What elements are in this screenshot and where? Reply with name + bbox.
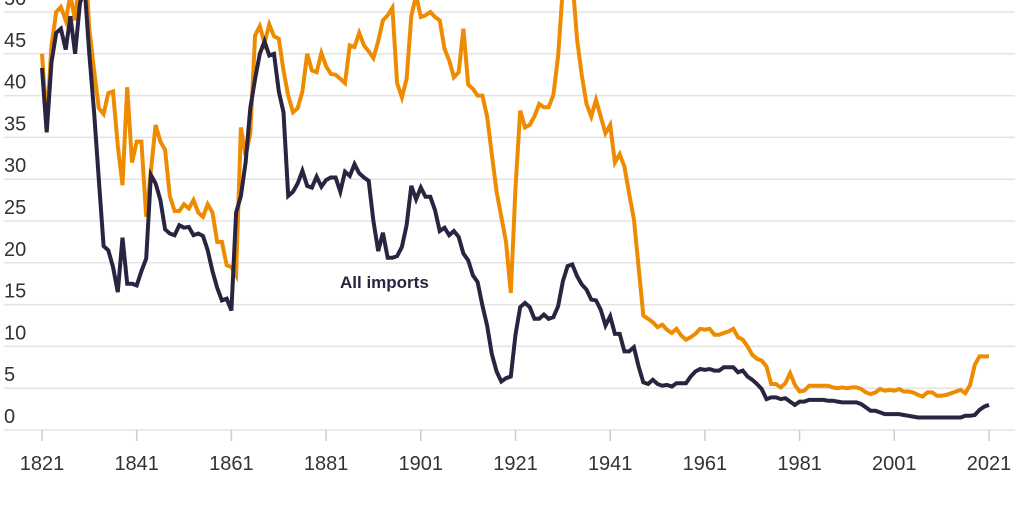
series-lines [40, 0, 990, 420]
x-tick-label: 1921 [493, 453, 538, 475]
x-tick-label: 1981 [777, 453, 822, 475]
y-tick-label: 30 [4, 155, 26, 177]
y-tick-label: 25 [4, 197, 26, 219]
x-tick-label: 2021 [967, 453, 1012, 475]
series-line-1 [40, 0, 989, 399]
x-tick-label: 1821 [20, 453, 65, 475]
x-tick-label: 1841 [114, 453, 159, 475]
series-line-0 [40, 0, 990, 420]
gridlines [4, 11, 1015, 431]
x-tick-label: 1961 [683, 453, 728, 475]
y-tick-label: 0 [4, 406, 15, 428]
y-tick-label: 20 [4, 239, 26, 261]
y-tick-label: 15 [4, 281, 26, 303]
y-tick-label: 45 [4, 30, 26, 52]
x-tick-label: 1861 [209, 453, 254, 475]
y-tick-label: 10 [4, 322, 26, 344]
x-tick-label: 1901 [399, 453, 444, 475]
y-tick-label: 50 [4, 0, 26, 10]
series-label-all-imports: All imports [340, 273, 429, 292]
y-tick-label: 40 [4, 72, 26, 94]
x-tick-label: 2001 [872, 453, 917, 475]
x-tick-label: 1941 [588, 453, 633, 475]
x-tick-label: 1881 [304, 453, 349, 475]
y-axis: 0 5 10 15 20 25 30 35 40 45 50 [4, 0, 26, 428]
x-axis: 1821 1841 1861 1881 1901 1921 1941 1961 1981 2001… [20, 430, 1012, 475]
y-tick-label: 5 [4, 364, 15, 386]
y-tick-label: 35 [4, 113, 26, 135]
